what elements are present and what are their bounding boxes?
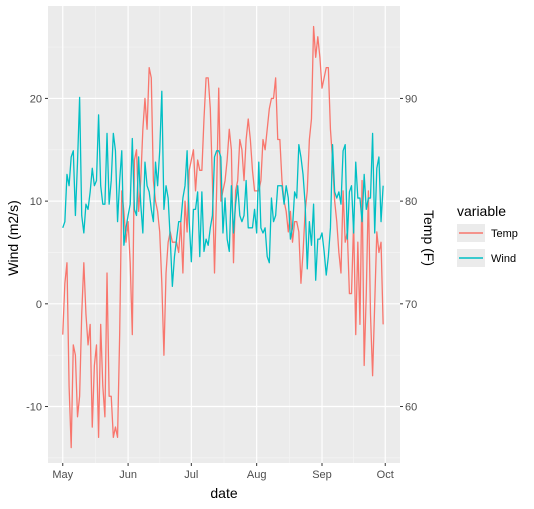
- x-tick-label: Jul: [184, 469, 198, 481]
- series-line-wind: [62, 90, 384, 288]
- y-axis-title-right: Temp (F): [421, 210, 437, 266]
- axes-layer: -10 0 10 20 60 70 80 90 May Jun Jul Aug Sep Oct: [26, 93, 417, 481]
- x-tick-label: Aug: [247, 469, 267, 481]
- y-tick-label-left: -10: [26, 402, 42, 414]
- y-tick-label-right: 70: [405, 299, 417, 311]
- y-tick-label-right: 80: [405, 196, 417, 208]
- x-tick-label: Oct: [377, 469, 394, 481]
- legend-label-temp: Temp: [491, 228, 518, 240]
- x-tick-label: Sep: [312, 469, 332, 481]
- y-tick-label-left: 0: [36, 299, 42, 311]
- y-axis-title-left: Wind (m2/s): [5, 200, 21, 275]
- y-tick-label-left: 10: [30, 196, 42, 208]
- y-tick-label-right: 90: [405, 93, 417, 105]
- y-tick-label-right: 60: [405, 402, 417, 414]
- x-axis-title: date: [210, 485, 237, 501]
- legend-label-wind: Wind: [491, 253, 516, 265]
- legend: variable Temp Wind: [457, 203, 518, 267]
- x-tick-label: May: [52, 469, 73, 481]
- series-layer: [62, 25, 384, 449]
- legend-title: variable: [457, 203, 506, 219]
- series-line-temp: [62, 25, 384, 449]
- y-tick-label-left: 20: [30, 93, 42, 105]
- x-tick-label: Jun: [119, 469, 137, 481]
